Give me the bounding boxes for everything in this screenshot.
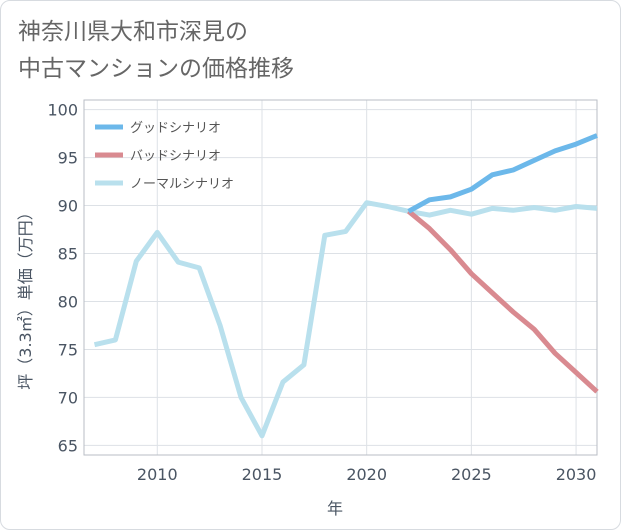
x-tick-label: 2030 (556, 465, 597, 484)
series-line-0 (407, 133, 598, 214)
x-tick-label: 2025 (451, 465, 492, 484)
x-tick-label: 2010 (137, 465, 178, 484)
y-axis-ticks: 65 70 75 80 85 90 95 100 (47, 101, 78, 456)
x-tick-label: 2015 (242, 465, 283, 484)
y-tick-label: 75 (58, 340, 78, 359)
y-tick-label: 90 (58, 197, 78, 216)
y-axis-title: 坪（3.3㎡）単価（万円） (16, 204, 35, 389)
legend-label: グッドシナリオ (130, 121, 221, 136)
y-tick-label: 85 (58, 245, 78, 264)
series-line-2 (93, 200, 598, 439)
y-tick-label: 65 (58, 436, 78, 455)
y-tick-label: 80 (58, 292, 78, 311)
x-tick-label: 2020 (346, 465, 387, 484)
chart-title: 神奈川県大和市深見の 中古マンションの価格推移 (18, 19, 294, 82)
x-axis-ticks: 2010 2015 2020 2025 2030 (137, 465, 596, 484)
y-tick-label: 70 (58, 388, 78, 407)
legend-label: バッドシナリオ (130, 149, 221, 164)
plot-area-border (83, 99, 598, 456)
series-line-1 (407, 209, 599, 394)
grid (84, 100, 597, 455)
legend-label: ノーマルシナリオ (130, 177, 234, 192)
x-axis-title: 年 (327, 499, 343, 518)
series-lines (93, 133, 599, 439)
y-tick-label: 100 (47, 101, 78, 120)
y-tick-label: 95 (58, 149, 78, 168)
